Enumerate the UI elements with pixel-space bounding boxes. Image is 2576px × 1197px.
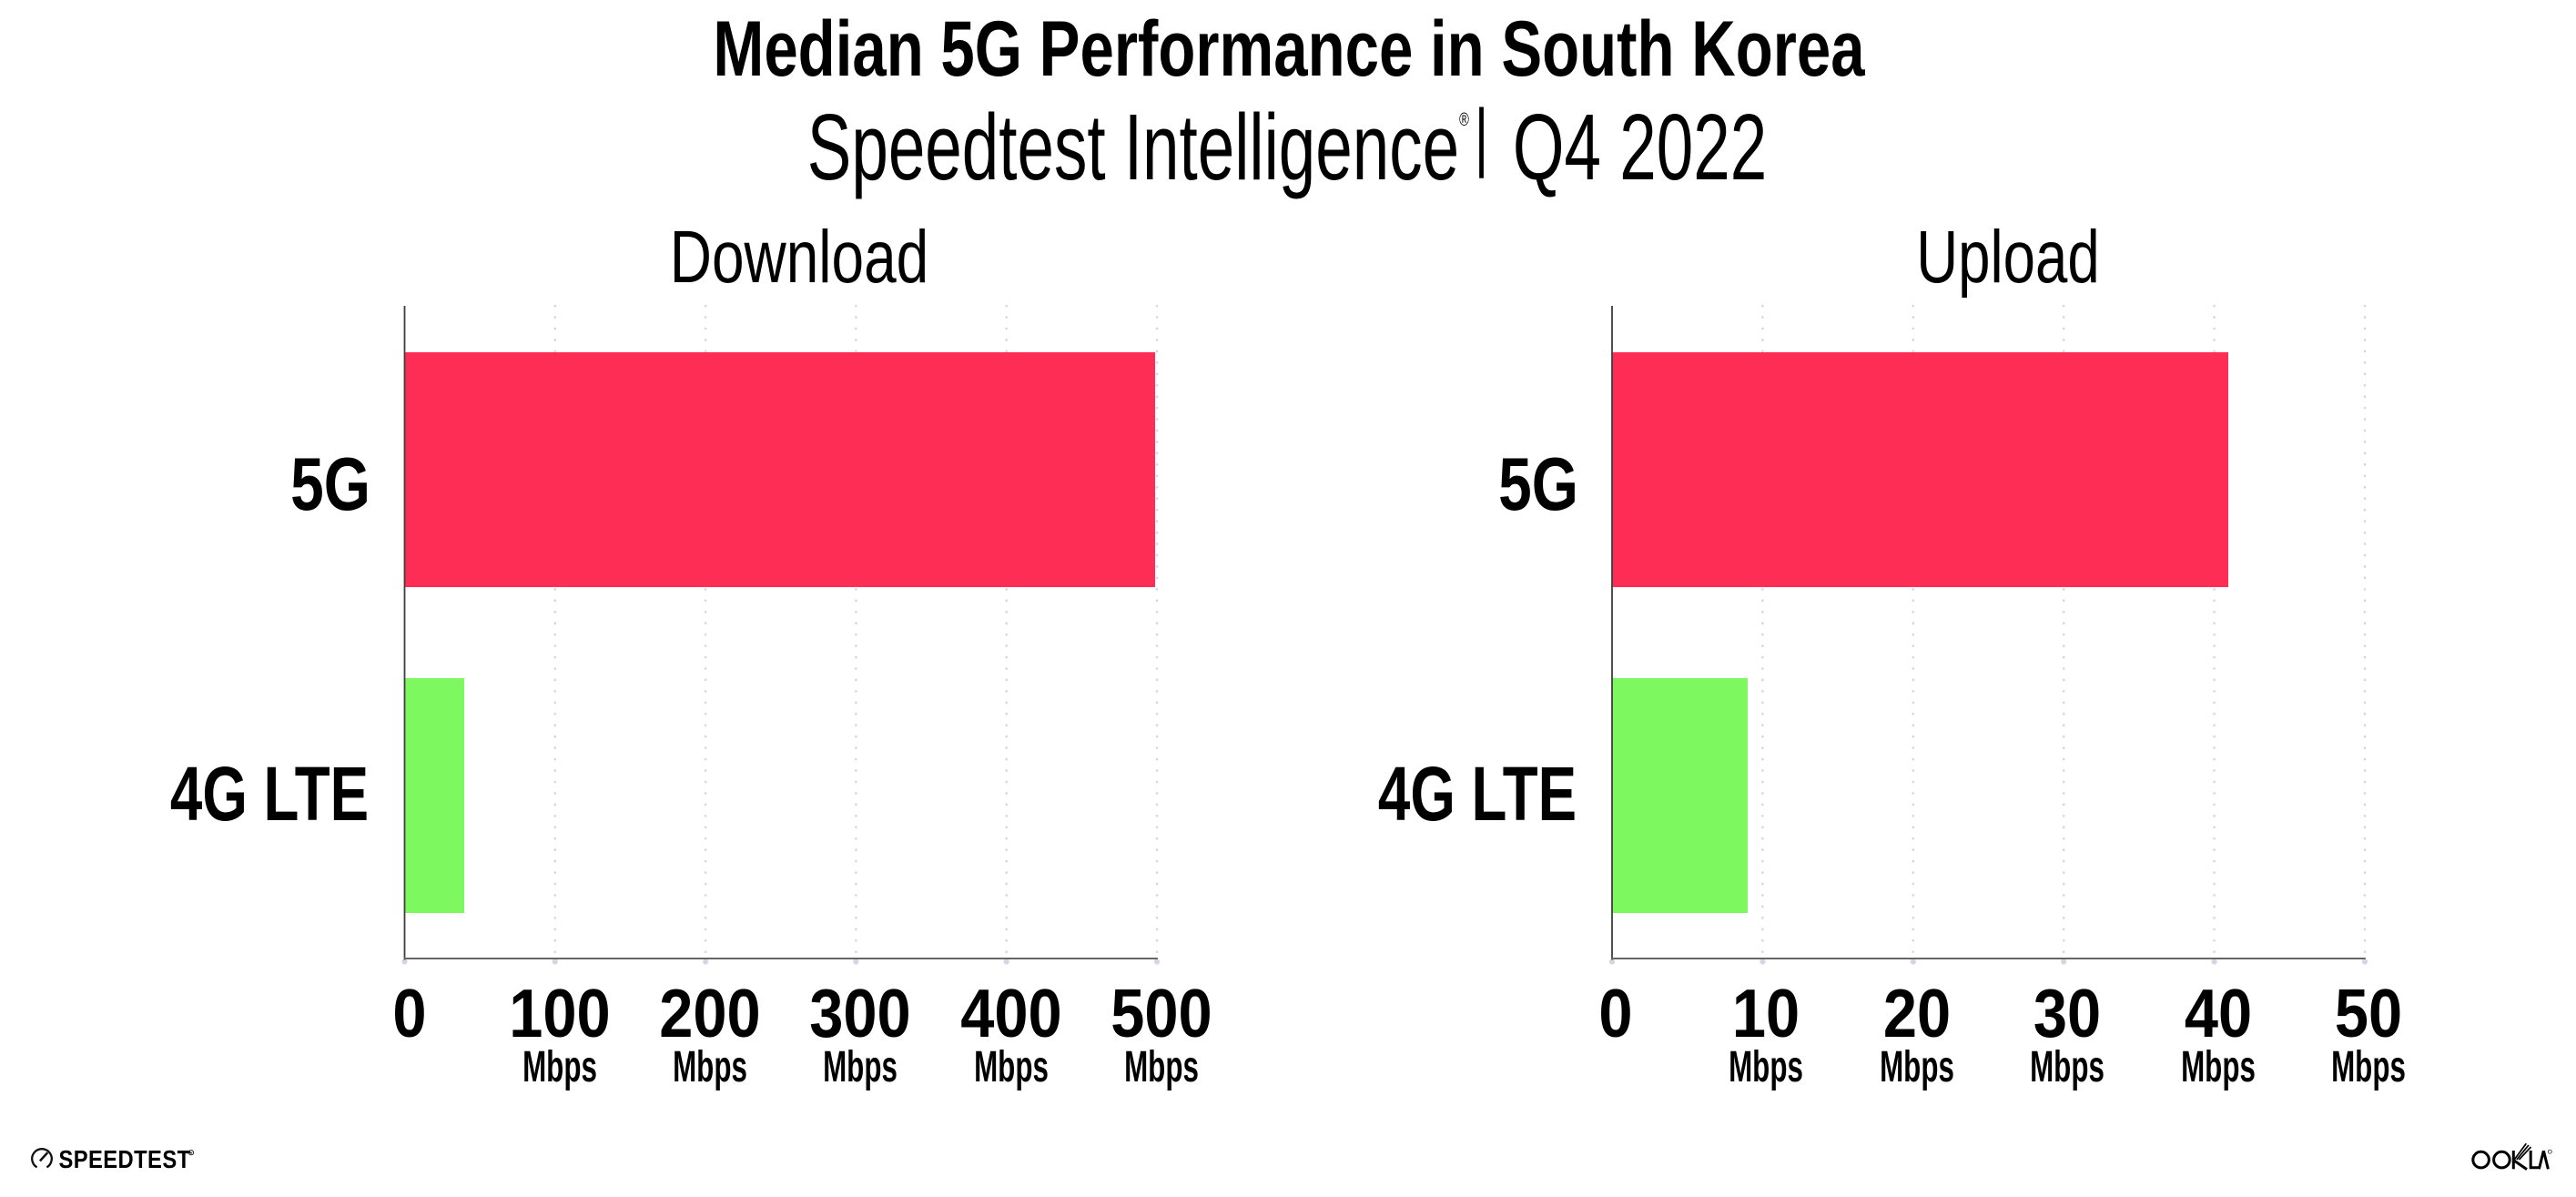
svg-text:R: R: [190, 1151, 193, 1155]
